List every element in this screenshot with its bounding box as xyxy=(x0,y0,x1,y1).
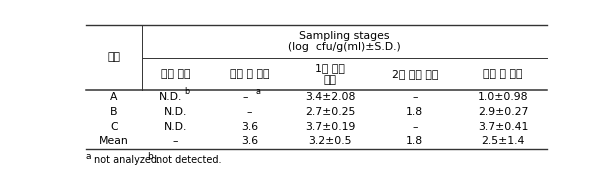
Text: –: – xyxy=(247,107,253,117)
Text: Sampling stages
(log  cfu/g(ml)±S.D.): Sampling stages (log cfu/g(ml)±S.D.) xyxy=(288,31,401,52)
Text: –: – xyxy=(412,92,417,102)
Text: Mean: Mean xyxy=(99,136,129,146)
Text: –: – xyxy=(242,92,248,102)
Text: –: – xyxy=(412,122,417,132)
Text: C: C xyxy=(110,122,118,132)
Text: 세첩 전 참외: 세첩 전 참외 xyxy=(230,69,270,79)
Text: not detected.: not detected. xyxy=(156,155,221,165)
Text: 3.6: 3.6 xyxy=(241,136,258,146)
Text: B: B xyxy=(110,107,118,117)
Text: –: – xyxy=(173,136,178,146)
Text: 3.7±0.19: 3.7±0.19 xyxy=(305,122,356,132)
Text: b: b xyxy=(185,87,190,96)
Text: 세첩 후 참외: 세첩 후 참외 xyxy=(483,69,523,79)
Text: 농가: 농가 xyxy=(107,52,120,62)
Text: 2.9±0.27: 2.9±0.27 xyxy=(478,107,528,117)
Text: 1.8: 1.8 xyxy=(406,136,423,146)
Text: 세첩 원수: 세첩 원수 xyxy=(160,69,190,79)
Text: 3.6: 3.6 xyxy=(241,122,258,132)
Text: 1.8: 1.8 xyxy=(406,107,423,117)
Text: A: A xyxy=(110,92,118,102)
Text: 1차 세첩
용수: 1차 세첩 용수 xyxy=(315,63,345,85)
Text: N.D.: N.D. xyxy=(159,92,182,102)
Text: a: a xyxy=(85,152,92,161)
Text: 2.7±0.25: 2.7±0.25 xyxy=(305,107,356,117)
Text: not analyzed.: not analyzed. xyxy=(94,155,160,165)
Text: 3.4±2.08: 3.4±2.08 xyxy=(305,92,356,102)
Text: 2차 세첩 용수: 2차 세첩 용수 xyxy=(392,69,438,79)
Text: N.D.: N.D. xyxy=(163,107,187,117)
Text: 2.5±1.4: 2.5±1.4 xyxy=(481,136,525,146)
Text: a: a xyxy=(256,87,260,96)
Text: N.D.: N.D. xyxy=(163,122,187,132)
Text: 1.0±0.98: 1.0±0.98 xyxy=(478,92,528,102)
Text: b: b xyxy=(147,152,153,161)
Text: 3.2±0.5: 3.2±0.5 xyxy=(309,136,352,146)
Text: 3.7±0.41: 3.7±0.41 xyxy=(478,122,528,132)
